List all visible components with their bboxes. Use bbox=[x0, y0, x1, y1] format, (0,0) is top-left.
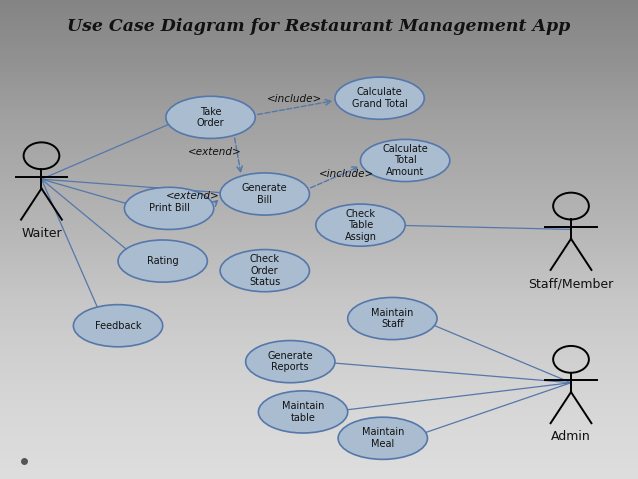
Text: Calculate
Grand Total: Calculate Grand Total bbox=[352, 87, 408, 109]
Ellipse shape bbox=[118, 240, 207, 282]
Ellipse shape bbox=[124, 187, 214, 229]
Text: Calculate
Total
Amount: Calculate Total Amount bbox=[382, 144, 428, 177]
Text: Maintain
Staff: Maintain Staff bbox=[371, 308, 413, 330]
Text: Use Case Diagram for Restaurant Management App: Use Case Diagram for Restaurant Manageme… bbox=[68, 18, 570, 35]
Text: Take
Order: Take Order bbox=[197, 106, 225, 128]
Text: <include>: <include> bbox=[267, 94, 322, 104]
Text: Staff/Member: Staff/Member bbox=[528, 277, 614, 290]
Text: <extend>: <extend> bbox=[188, 148, 242, 157]
Text: Maintain
Meal: Maintain Meal bbox=[362, 427, 404, 449]
Ellipse shape bbox=[166, 96, 255, 138]
Text: Generate
Reports: Generate Reports bbox=[267, 351, 313, 373]
Ellipse shape bbox=[360, 139, 450, 182]
Text: <extend>: <extend> bbox=[166, 192, 219, 201]
Ellipse shape bbox=[348, 297, 437, 340]
Text: Feedback: Feedback bbox=[95, 321, 141, 331]
Ellipse shape bbox=[246, 341, 335, 383]
Ellipse shape bbox=[73, 305, 163, 347]
Text: Print Bill: Print Bill bbox=[149, 204, 189, 213]
Ellipse shape bbox=[338, 417, 427, 459]
Text: <include>: <include> bbox=[319, 170, 374, 179]
Text: Rating: Rating bbox=[147, 256, 179, 266]
Text: Check
Order
Status: Check Order Status bbox=[249, 254, 280, 287]
Text: Waiter: Waiter bbox=[21, 227, 62, 240]
Text: Maintain
table: Maintain table bbox=[282, 401, 324, 423]
Ellipse shape bbox=[220, 173, 309, 215]
Text: Check
Table
Assign: Check Table Assign bbox=[345, 208, 376, 242]
Text: Admin: Admin bbox=[551, 431, 591, 444]
Ellipse shape bbox=[316, 204, 405, 246]
Ellipse shape bbox=[258, 391, 348, 433]
Ellipse shape bbox=[220, 250, 309, 292]
Text: Generate
Bill: Generate Bill bbox=[242, 183, 288, 205]
Ellipse shape bbox=[335, 77, 424, 119]
